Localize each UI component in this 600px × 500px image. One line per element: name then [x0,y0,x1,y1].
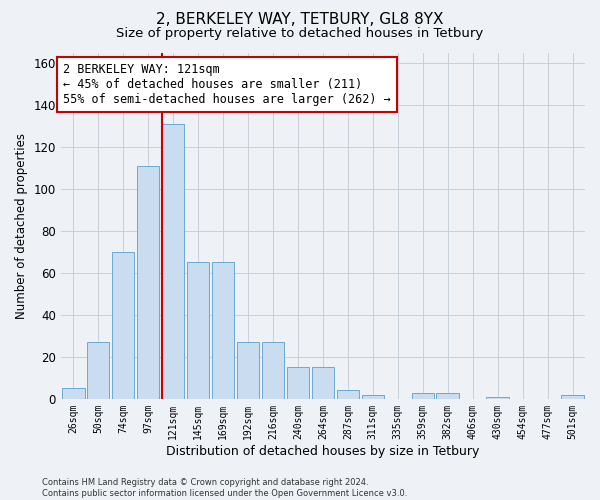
Text: Size of property relative to detached houses in Tetbury: Size of property relative to detached ho… [116,28,484,40]
Bar [362,394,384,399]
Bar [87,342,109,399]
Bar [62,388,85,399]
Bar [162,124,184,399]
X-axis label: Distribution of detached houses by size in Tetbury: Distribution of detached houses by size … [166,444,479,458]
Bar [137,166,160,399]
Bar [487,396,509,399]
Bar [287,368,309,399]
Bar [436,392,459,399]
Text: Contains HM Land Registry data © Crown copyright and database right 2024.
Contai: Contains HM Land Registry data © Crown c… [42,478,407,498]
Bar [212,262,234,399]
Bar [311,368,334,399]
Bar [187,262,209,399]
Text: 2 BERKELEY WAY: 121sqm
← 45% of detached houses are smaller (211)
55% of semi-de: 2 BERKELEY WAY: 121sqm ← 45% of detached… [63,63,391,106]
Bar [412,392,434,399]
Bar [237,342,259,399]
Bar [262,342,284,399]
Bar [561,394,584,399]
Bar [112,252,134,399]
Bar [337,390,359,399]
Text: 2, BERKELEY WAY, TETBURY, GL8 8YX: 2, BERKELEY WAY, TETBURY, GL8 8YX [156,12,444,28]
Y-axis label: Number of detached properties: Number of detached properties [15,132,28,318]
